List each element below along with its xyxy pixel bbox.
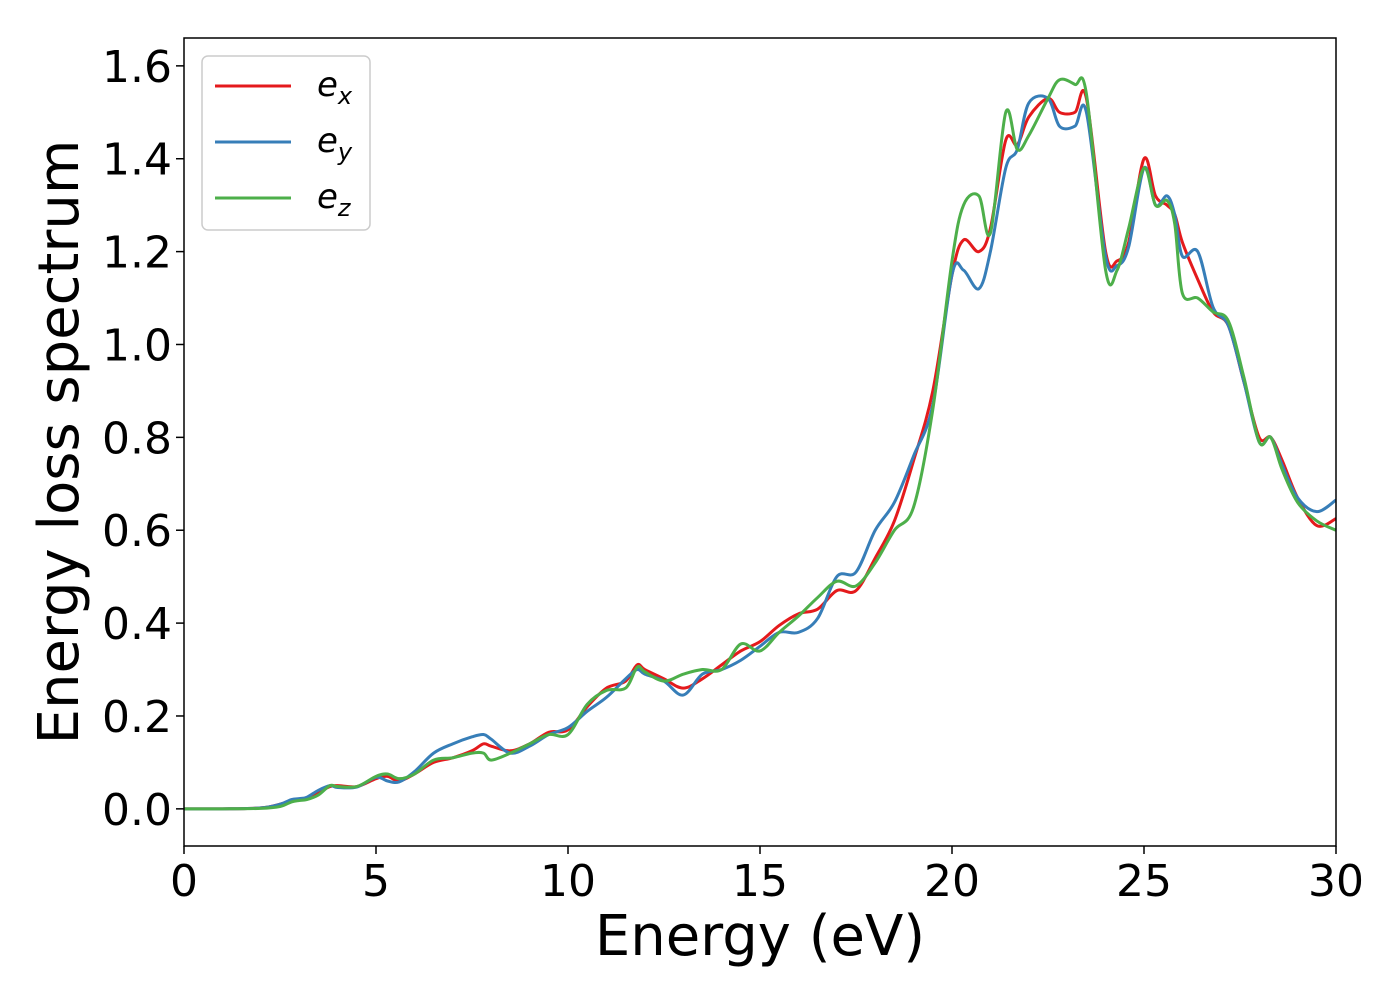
- legend: ex ey ez: [201, 55, 371, 231]
- legend-label-y: ey: [317, 121, 353, 166]
- plot-lines: [184, 76, 1336, 811]
- x-axis-title: Energy (eV): [595, 904, 925, 969]
- x-tick-label: 30: [1308, 856, 1364, 907]
- x-tick-label: 10: [540, 856, 596, 907]
- y-tick-label: 1.2: [102, 228, 172, 279]
- series-line-z: [184, 76, 1336, 811]
- y-axis-title: Energy loss spectrum: [27, 140, 92, 745]
- y-tick-label: 0.0: [102, 785, 172, 836]
- y-tick-label: 0.2: [102, 692, 172, 743]
- y-tick-label: 1.0: [102, 320, 172, 371]
- x-tick-label: 20: [924, 856, 980, 907]
- y-tick-label: 1.4: [102, 135, 172, 186]
- y-tick-label: 0.8: [102, 413, 172, 464]
- x-tick-label: 0: [170, 856, 198, 907]
- x-tick-label: 5: [362, 856, 390, 907]
- x-tick-label: 25: [1116, 856, 1172, 907]
- axes: 0 5 10 15 20 25 300.00.20.40.60.81.01.21.41.6E…: [27, 37, 1364, 969]
- x-tick-label: 15: [732, 856, 788, 907]
- legend-label-z: ez: [317, 177, 352, 222]
- series-line-y: [184, 94, 1336, 811]
- y-tick-label: 1.6: [102, 42, 172, 93]
- series-line-x: [184, 88, 1336, 811]
- legend-label-x: ex: [317, 65, 353, 110]
- y-tick-label: 0.4: [102, 599, 172, 650]
- y-tick-label: 0.6: [102, 506, 172, 557]
